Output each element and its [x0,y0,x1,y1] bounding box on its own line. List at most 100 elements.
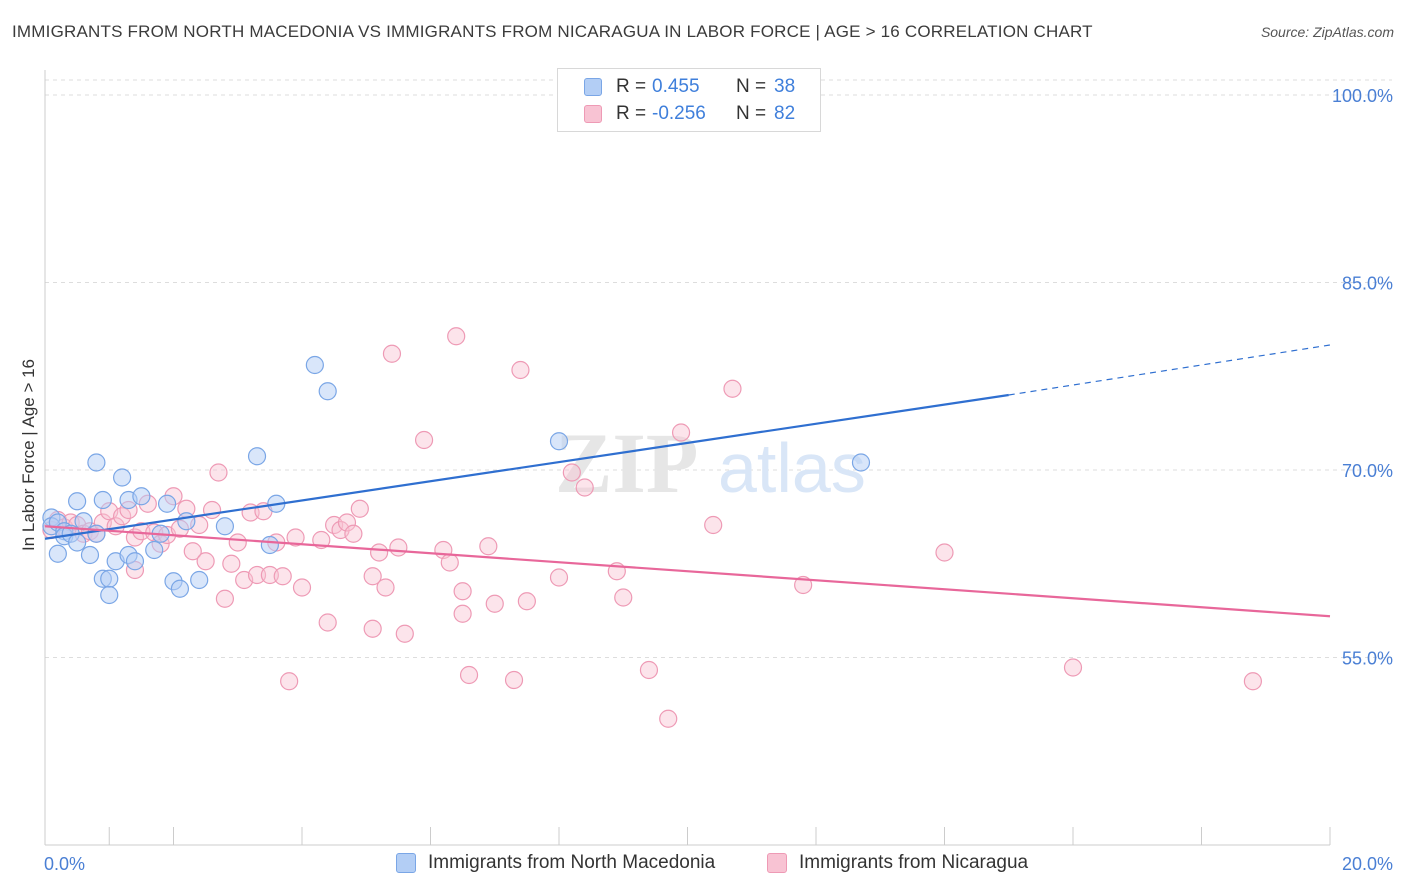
y-tick-label: 70.0% [1342,461,1393,481]
data-point-north-macedonia [318,382,337,401]
trend-lines [44,344,1331,618]
legend-r-value: 0.455 [652,76,700,97]
data-point-nicaragua [562,463,581,482]
axes [44,70,1331,846]
x-tick-label: 0.0% [44,854,85,874]
data-point-nicaragua [453,582,472,601]
data-point-nicaragua [639,660,659,680]
legend-label: Immigrants from North Macedonia [428,852,716,873]
legend-swatch-pink [584,105,602,123]
data-point-north-macedonia [100,569,119,588]
watermark: ZIP atlas [555,415,866,511]
data-point-nicaragua [183,542,202,561]
data-point-nicaragua [370,543,389,562]
x-tick-label: 20.0% [1342,854,1393,874]
data-point-north-macedonia [93,490,112,510]
data-point-north-macedonia [125,552,145,571]
legend-label: Immigrants from Nicaragua [799,852,1029,873]
legend-n-value: 38 [774,76,796,97]
data-point-nicaragua [280,672,299,691]
data-point-north-macedonia [549,432,569,451]
data-point-north-macedonia [260,535,279,555]
legend-n-label: N = [736,76,767,97]
legend-r-value: -0.256 [652,103,706,124]
legend-row-north-macedonia: R = 0.455 N = 38 [558,74,795,100]
data-point-north-macedonia [112,468,132,487]
data-point-nicaragua [511,360,530,380]
trend-line-nicaragua [44,525,1331,618]
series-legend: Immigrants from North Macedonia Immigran… [0,852,1406,878]
legend-row-nicaragua: R = -0.256 N = 82 [558,101,795,127]
legend-item-nicaragua[interactable]: Immigrants from Nicaragua [767,852,1028,874]
y-tick-labels: 55.0% 70.0% 85.0% 100.0% [1332,86,1393,669]
data-point-nicaragua [459,665,479,685]
data-point-nicaragua [196,552,215,571]
data-point-nicaragua [935,543,954,562]
legend-item-north-macedonia[interactable]: Immigrants from North Macedonia [396,852,715,874]
data-point-nicaragua [549,568,569,587]
data-point-nicaragua [414,430,434,450]
data-point-north-macedonia [100,585,119,605]
data-point-north-macedonia [215,517,234,536]
legend-n-label: N = [736,103,767,124]
data-point-nicaragua [517,592,536,611]
data-point-north-macedonia [145,540,164,560]
data-point-nicaragua [382,344,402,363]
data-point-nicaragua [215,589,234,608]
data-point-north-macedonia [157,494,177,513]
data-point-north-macedonia [74,512,93,531]
data-point-nicaragua [453,604,472,623]
data-point-nicaragua [318,613,337,632]
data-point-nicaragua [671,423,691,442]
y-axis-label: In Labor Force | Age > 16 [19,359,38,551]
source-label: Source: ZipAtlas.com [1260,24,1394,40]
correlation-legend: R = 0.455 N = 38 R = -0.256 N = 82 [557,68,821,132]
y-tick-label: 55.0% [1342,649,1393,669]
data-point-north-macedonia [170,579,190,598]
x-tick-labels: 0.0% 20.0% [44,854,1393,874]
data-point-north-macedonia [177,512,196,531]
legend-swatch-blue [584,78,602,96]
trend-line-north-macedonia-extension [1008,344,1331,396]
data-point-north-macedonia [68,492,87,511]
data-point-nicaragua [132,522,151,541]
data-point-nicaragua [273,567,292,586]
data-point-nicaragua [247,565,267,585]
data-point-nicaragua [1243,672,1263,691]
data-point-nicaragua [292,578,312,597]
data-point-nicaragua [447,327,466,346]
data-point-north-macedonia [247,447,267,466]
data-point-nicaragua [389,538,408,557]
data-point-north-macedonia [851,453,871,472]
data-point-nicaragua [659,709,678,728]
data-point-nicaragua [363,567,382,586]
legend-r-label: R = [616,103,647,124]
data-point-nicaragua [723,379,742,398]
data-point-nicaragua [395,624,414,643]
legend-swatch-blue [396,853,416,873]
grid-lines [45,79,1392,658]
legend-swatch-pink [767,853,787,873]
data-point-north-macedonia [132,487,151,506]
data-point-north-macedonia [80,545,100,565]
watermark-atlas: atlas [718,429,866,507]
watermark-zip: ZIP [555,415,698,511]
data-point-nicaragua [614,588,633,607]
data-point-nicaragua [222,554,241,573]
data-point-north-macedonia [190,570,209,590]
data-point-north-macedonia [87,453,106,472]
data-point-nicaragua [350,499,369,518]
data-point-nicaragua [260,565,279,585]
y-tick-label: 85.0% [1342,274,1393,294]
data-point-nicaragua [363,619,382,638]
data-point-nicaragua [202,500,222,520]
data-point-nicaragua [504,670,524,690]
data-point-nicaragua [704,515,723,535]
data-point-nicaragua [337,513,357,532]
legend-n-value: 82 [774,103,796,124]
data-point-nicaragua [1063,658,1083,677]
data-point-nicaragua [209,463,228,482]
data-point-nicaragua [286,528,305,547]
data-point-north-macedonia [68,533,87,552]
